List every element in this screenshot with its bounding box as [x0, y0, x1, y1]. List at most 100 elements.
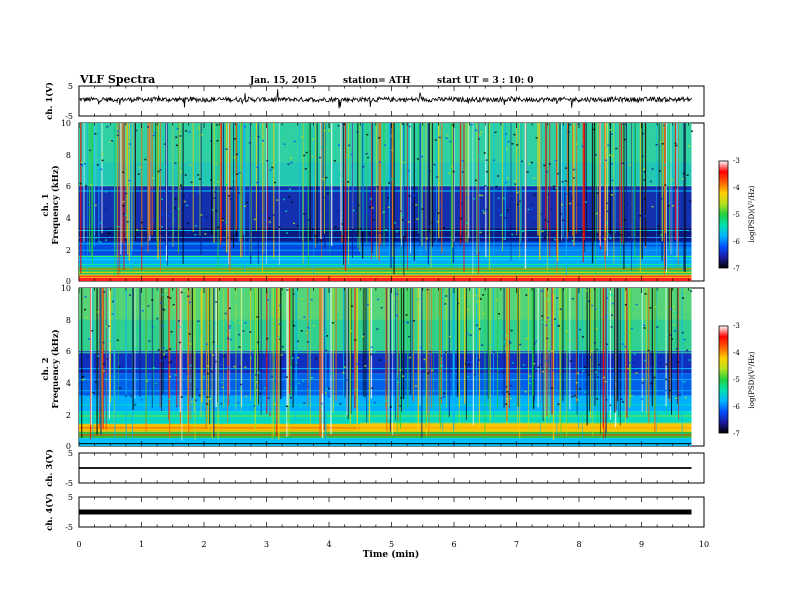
spectrogram-speckle — [305, 332, 308, 334]
spectrogram-speckle — [320, 240, 323, 242]
spectrogram-speckle — [92, 391, 95, 394]
spectrogram-speckle — [541, 315, 544, 317]
spectrogram-speckle — [194, 234, 197, 236]
spectrogram-speckle — [94, 133, 97, 135]
spectrogram-speckle — [173, 219, 176, 221]
spectrogram-speckle — [155, 316, 158, 318]
spectrogram-speckle — [366, 303, 369, 306]
ch2-colorbar: -3 -4 -5 -6 -7 log(PSD)(V²/Hz) — [718, 322, 756, 438]
spectrogram-speckle — [406, 321, 409, 324]
spectrogram-speckle — [105, 191, 108, 193]
ch1-spec-ytick-8: 8 — [66, 151, 71, 160]
spectrogram-speckle — [228, 327, 231, 329]
spectrogram-speckle — [576, 372, 579, 375]
spectrogram-speckle — [464, 362, 467, 365]
spectrogram-speckle — [232, 320, 235, 322]
spectrogram-speckle — [99, 241, 102, 243]
spectrogram-speckle — [230, 383, 233, 386]
spectrogram-speckle — [445, 295, 448, 297]
spectrogram-speckle — [290, 383, 293, 385]
spectrogram-speckle — [108, 177, 111, 179]
spectrogram-speckle — [231, 177, 234, 180]
ch2-cbar-tick-m7: -7 — [733, 430, 740, 438]
spectrogram-speckle — [475, 179, 478, 182]
spectrogram-speckle — [206, 372, 209, 375]
spectrogram-speckle — [198, 173, 201, 175]
spectrogram-speckle — [508, 393, 511, 395]
spectrogram-speckle — [371, 207, 374, 209]
spectrogram-speckle — [479, 194, 482, 197]
spectrogram-speckle — [449, 335, 452, 338]
spectrogram-speckle — [468, 228, 471, 231]
spectrogram-speckle — [394, 222, 397, 224]
spectrogram-speckle — [309, 211, 312, 213]
spectrogram-speckle — [420, 346, 423, 349]
spectrogram-speckle — [111, 313, 114, 315]
spectrogram-speckle — [285, 405, 288, 408]
spectrogram-speckle — [295, 290, 298, 292]
ch4-ytick-top: 5 — [68, 493, 73, 502]
spectrogram-speckle — [544, 218, 547, 221]
spectrogram-speckle — [513, 133, 516, 136]
spectrogram-speckle — [89, 149, 92, 152]
spectrogram-speckle — [643, 171, 646, 173]
spectrogram-speckle — [94, 381, 97, 383]
spectrogram-speckle — [434, 139, 437, 141]
spectrogram-speckle — [665, 378, 668, 381]
spectrogram-speckle — [535, 340, 538, 343]
spectrogram-speckle — [450, 166, 453, 168]
spectrogram-speckle — [460, 238, 463, 240]
spectrogram-speckle — [97, 311, 100, 313]
spectrogram-speckle — [415, 204, 418, 206]
spectrogram-speckle — [570, 197, 573, 200]
spectrogram-speckle — [442, 296, 445, 298]
spectrogram-speckle — [197, 320, 200, 322]
spectrogram-speckle — [503, 341, 506, 343]
spectrogram-speckle — [372, 219, 375, 222]
spectrogram-speckle — [205, 343, 208, 345]
spectrogram-speckle — [343, 366, 346, 368]
spectrogram-speckle — [509, 397, 512, 400]
spectrogram-speckle — [377, 298, 380, 301]
ch3-tick-marks — [78, 453, 705, 483]
spectrogram-speckle — [184, 174, 187, 176]
spectrogram-speckle — [263, 219, 266, 222]
spectrogram-speckle — [302, 380, 305, 382]
spectrogram-speckle — [533, 177, 536, 180]
spectrogram-speckle — [351, 203, 354, 205]
spectrogram-speckle — [416, 129, 419, 131]
spectrogram-speckle — [177, 320, 180, 322]
spectrogram-speckle — [163, 309, 166, 311]
spectrogram-speckle — [391, 149, 394, 151]
spectrogram-speckle — [633, 238, 636, 241]
spectrogram-speckle — [335, 181, 338, 184]
spectrogram-speckle — [610, 326, 613, 328]
spectrogram-speckle — [322, 334, 325, 336]
spectrogram-speckle — [322, 197, 325, 199]
spectrogram-speckle — [203, 376, 206, 378]
spectrogram-speckle — [393, 297, 396, 300]
spectrogram-speckle — [134, 378, 137, 381]
spectrogram-speckle — [440, 354, 443, 357]
spectrogram-speckle — [271, 164, 274, 166]
spectrogram-speckle — [524, 382, 527, 385]
spectrogram-speckle — [461, 160, 464, 162]
spectrogram-speckle — [106, 358, 109, 360]
spectrogram-speckle — [689, 229, 692, 232]
spectrogram-speckle — [101, 159, 104, 162]
spectrogram-speckle — [550, 350, 553, 352]
spectrogram-speckle — [389, 406, 392, 408]
ch1-cbar-tick-m5: -5 — [733, 211, 740, 219]
ch1-waveform-line — [78, 89, 692, 109]
spectrogram-speckle — [467, 363, 470, 366]
spectrogram-speckle — [540, 364, 543, 366]
x-tick-10: 10 — [699, 540, 709, 549]
spectrogram-speckle — [397, 381, 400, 384]
spectrogram-speckle — [111, 298, 114, 301]
spectrogram-speckle — [591, 304, 594, 307]
spectrogram-speckle — [560, 213, 563, 215]
spectrogram-speckle — [596, 192, 599, 194]
spectrogram-speckle — [517, 156, 520, 158]
spectrogram-speckle — [226, 366, 229, 368]
spectrogram-speckle — [146, 380, 149, 382]
